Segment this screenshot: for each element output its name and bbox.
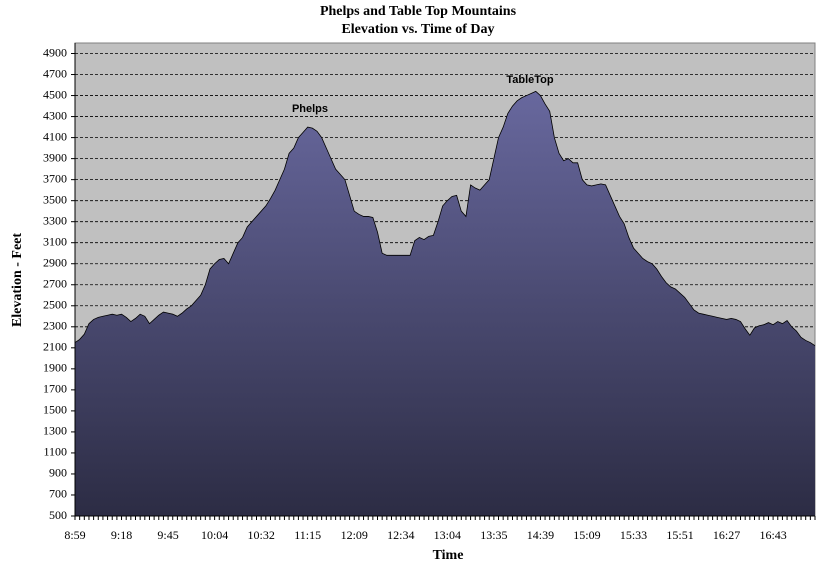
y-tick-label: 4300	[43, 108, 67, 122]
x-tick-label: 11:15	[294, 528, 321, 542]
x-tick-label: 13:35	[480, 528, 507, 542]
x-tick-label: 12:09	[341, 528, 368, 542]
x-tick-label: 14:39	[527, 528, 554, 542]
x-tick-label: 9:18	[111, 528, 132, 542]
y-tick-label: 4900	[43, 45, 67, 59]
y-axis-label: Elevation - Feet	[10, 233, 25, 327]
x-axis-label: Time	[433, 548, 464, 563]
y-tick-label: 500	[49, 508, 67, 522]
y-tick-label: 1100	[43, 445, 67, 459]
y-tick-label: 4100	[43, 129, 67, 143]
y-tick-label: 1700	[43, 382, 67, 396]
y-tick-label: 2700	[43, 277, 67, 291]
area	[75, 91, 815, 516]
y-tick-label: 1500	[43, 403, 67, 417]
x-tick-label: 13:04	[434, 528, 461, 542]
y-tick-label: 3300	[43, 213, 67, 227]
y-tick-label: 4700	[43, 66, 67, 80]
y-tick-label: 2500	[43, 298, 67, 312]
y-tick-label: 2300	[43, 319, 67, 333]
y-tick-label: 900	[49, 466, 67, 480]
y-tick-label: 3500	[43, 192, 67, 206]
y-tick-label: 2100	[43, 340, 67, 354]
x-tick-label: 9:45	[157, 528, 178, 542]
area-outline	[74, 90, 816, 347]
x-tick-label: 16:27	[713, 528, 740, 542]
y-tick-label: 1900	[43, 361, 67, 375]
x-tick-label: 15:09	[573, 528, 600, 542]
chart-title: Phelps and Table Top Mountains	[320, 4, 517, 19]
x-tick-label: 12:34	[387, 528, 414, 542]
x-tick-label: 10:32	[247, 528, 274, 542]
x-tick-label: 16:43	[759, 528, 786, 542]
x-tick-label: 15:51	[666, 528, 693, 542]
y-tick-label: 2900	[43, 255, 67, 269]
y-tick-label: 1300	[43, 424, 67, 438]
x-tick-label: 10:04	[201, 528, 228, 542]
y-tick-label: 3900	[43, 150, 67, 164]
x-tick-label: 8:59	[64, 528, 85, 542]
annotation: TableTop	[506, 74, 554, 86]
plot-area: 500 700 900 1100 1300 1500 1700 1900 2100 2300 250…	[43, 42, 816, 542]
x-tick-label: 15:33	[620, 528, 647, 542]
y-tick-label: 3700	[43, 171, 67, 185]
y-tick-label: 3100	[43, 234, 67, 248]
annotation: Phelps	[292, 103, 328, 115]
y-tick-label: 4500	[43, 87, 67, 101]
chart-subtitle: Elevation vs. Time of Day	[341, 22, 494, 37]
y-tick-label: 700	[49, 487, 67, 501]
